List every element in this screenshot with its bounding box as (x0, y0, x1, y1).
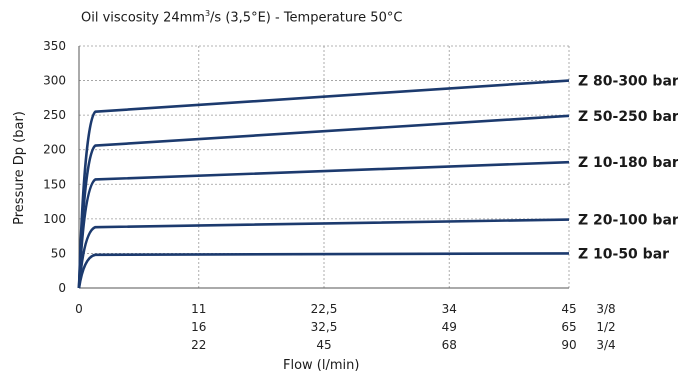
y-tick-label: 350 (43, 39, 66, 53)
y-tick-label: 300 (43, 74, 66, 88)
chart-title: Oil viscosity 24mm3/s (3,5°E) - Temperat… (81, 9, 403, 26)
x-tick-label: 22 (191, 338, 206, 352)
y-tick-label: 50 (51, 246, 66, 260)
series-label: Z 10-180 bar (578, 155, 678, 171)
x-tick-label: 65 (561, 320, 576, 334)
y-tick-label: 100 (43, 212, 66, 226)
x-tick-label: 32,5 (311, 320, 338, 334)
x-tick-label: 90 (561, 338, 576, 352)
y-tick-label: 150 (43, 177, 66, 191)
series-label: Z 20-100 bar (578, 213, 678, 229)
x-tick-label: 22,5 (311, 302, 338, 316)
x-axis-label: Flow (l/min) (283, 358, 360, 373)
x-tick-label: 16 (191, 320, 206, 334)
series-label: Z 80-300 bar (578, 74, 678, 90)
series-label: Z 10-50 bar (578, 246, 669, 262)
x-tick-label: 34 (442, 302, 457, 316)
y-tick-label: 250 (43, 108, 66, 122)
x-tick-label: 49 (442, 320, 457, 334)
y-axis-label: Pressure Dp (bar) (12, 111, 27, 225)
series-label: Z 50-250 bar (578, 109, 678, 125)
y-tick-label: 0 (58, 281, 66, 295)
x-tick-label: 0 (75, 302, 83, 316)
x-tick-label: 11 (191, 302, 206, 316)
pipe-size-label: 1/2 (596, 320, 615, 334)
pipe-size-label: 3/8 (596, 302, 615, 316)
x-tick-label: 45 (316, 338, 331, 352)
series-line (77, 252, 570, 289)
x-tick-label: 45 (561, 302, 576, 316)
y-tick-label: 200 (43, 143, 66, 157)
x-tick-label: 68 (442, 338, 457, 352)
pipe-size-label: 3/4 (596, 338, 615, 352)
